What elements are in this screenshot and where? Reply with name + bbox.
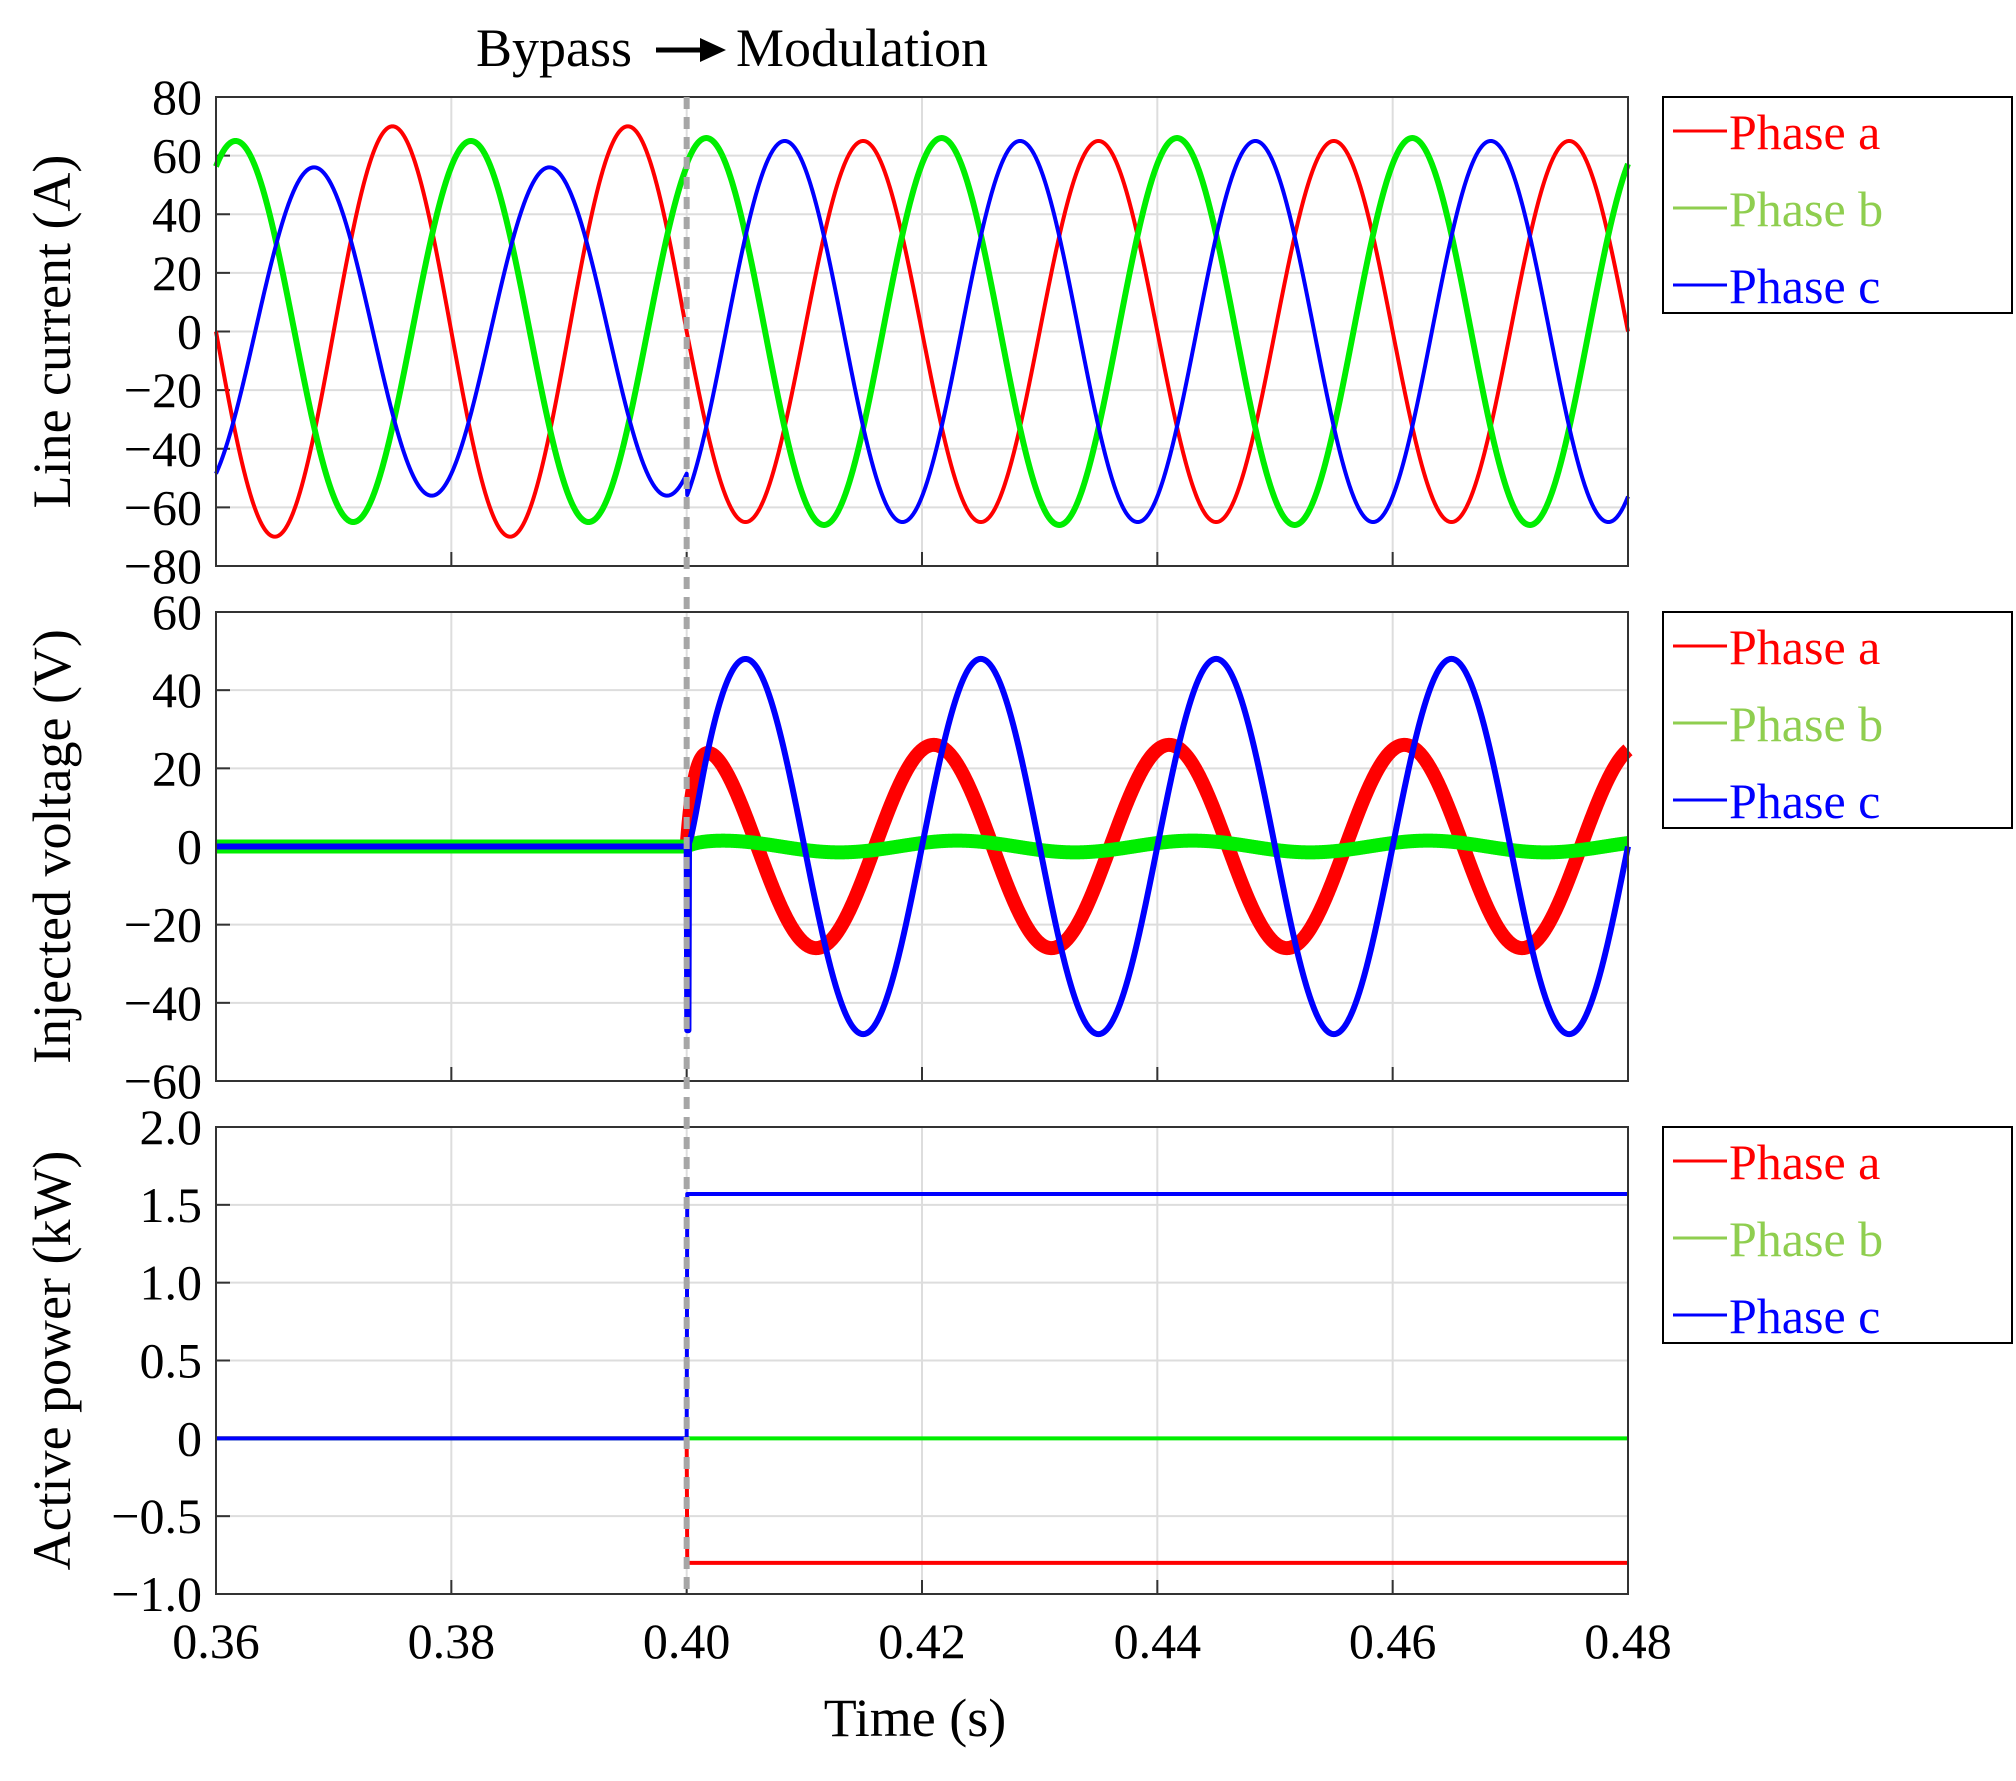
y-tick-label: 20 [152, 245, 202, 301]
legend: Phase a Phase b Phase c [1662, 96, 2013, 314]
legend-label: Phase a [1729, 1134, 1880, 1190]
y-tick-label: 40 [152, 186, 202, 242]
legend: Phase a Phase b Phase c [1662, 611, 2013, 829]
legend-box [1662, 96, 2013, 314]
y-tick-label: −40 [124, 421, 202, 477]
legend-label: Phase c [1729, 258, 1880, 314]
series-line-phase-c [213, 655, 1631, 1038]
y-tick-label: −60 [124, 479, 202, 535]
y-tick-label: 80 [152, 69, 202, 125]
y-tick-label: −20 [124, 897, 202, 953]
injected-voltage-panel: 60 40 20 0 −20 −40 −60 Injected voltage (V) Phas… [22, 584, 2013, 1109]
y-axis-label: Active power (kW) [22, 1151, 82, 1571]
y-tick-label: 0.5 [140, 1333, 203, 1389]
y-tick-label: 20 [152, 740, 202, 796]
series-line-phase-c [214, 1191, 1630, 1441]
legend-label: Phase b [1729, 696, 1883, 752]
legend-box [1662, 1126, 2013, 1344]
legend-label: Phase a [1729, 104, 1880, 160]
series-line-phase-b [213, 135, 1631, 528]
series-line-phase-c [214, 138, 1630, 525]
y-tick-label: 1.5 [140, 1177, 203, 1233]
x-tick-label: 0.36 [172, 1613, 260, 1669]
legend-label: Phase b [1729, 1211, 1883, 1267]
legend-label: Phase c [1729, 1288, 1880, 1344]
y-tick-label: 0 [177, 819, 202, 875]
series-line-phase-a [214, 124, 1630, 539]
x-tick-label: 0.46 [1349, 1613, 1437, 1669]
x-tick-label: 0.44 [1114, 1613, 1202, 1669]
y-axis-label: Line current (A) [22, 155, 82, 509]
legend-label: Phase b [1729, 181, 1883, 237]
legend-box [1662, 611, 2013, 829]
y-tick-label: −20 [124, 362, 202, 418]
legend-label: Phase a [1729, 619, 1880, 675]
y-tick-label: −80 [124, 538, 202, 594]
axes-box [215, 1126, 1629, 1595]
x-axis-label: Time (s) [824, 1688, 1007, 1748]
y-tick-label: −0.5 [111, 1488, 202, 1544]
x-tick-label: 0.40 [643, 1613, 731, 1669]
x-tick-label: 0.38 [408, 1613, 496, 1669]
legend-label: Phase c [1729, 773, 1880, 829]
y-tick-label: −1.0 [111, 1566, 202, 1622]
y-tick-label: 0 [177, 1410, 202, 1466]
legend: Phase a Phase b Phase c [1662, 1126, 2013, 1344]
y-tick-label: 1.0 [140, 1255, 203, 1311]
active-power-panel: 2.0 1.5 1.0 0.5 0 −0.5 −1.0 Active power (kW) Ph… [22, 1099, 2013, 1669]
y-tick-label: −60 [124, 1053, 202, 1109]
y-tick-label: 40 [152, 662, 202, 718]
axes-box [215, 611, 1629, 1082]
annotation-bypass: Bypass [476, 18, 632, 78]
annotation-arrow [656, 38, 726, 62]
y-axis-label: Injected voltage (V) [22, 629, 82, 1064]
x-tick-label: 0.42 [878, 1613, 966, 1669]
y-tick-label: 60 [152, 128, 202, 184]
annotation-modulation: Modulation [736, 18, 988, 78]
y-tick-label: 2.0 [140, 1099, 203, 1155]
x-tick-label: 0.48 [1584, 1613, 1672, 1669]
y-tick-label: 60 [152, 584, 202, 640]
axes-box [215, 96, 1629, 567]
y-tick-label: 0 [177, 304, 202, 360]
y-tick-label: −40 [124, 975, 202, 1031]
